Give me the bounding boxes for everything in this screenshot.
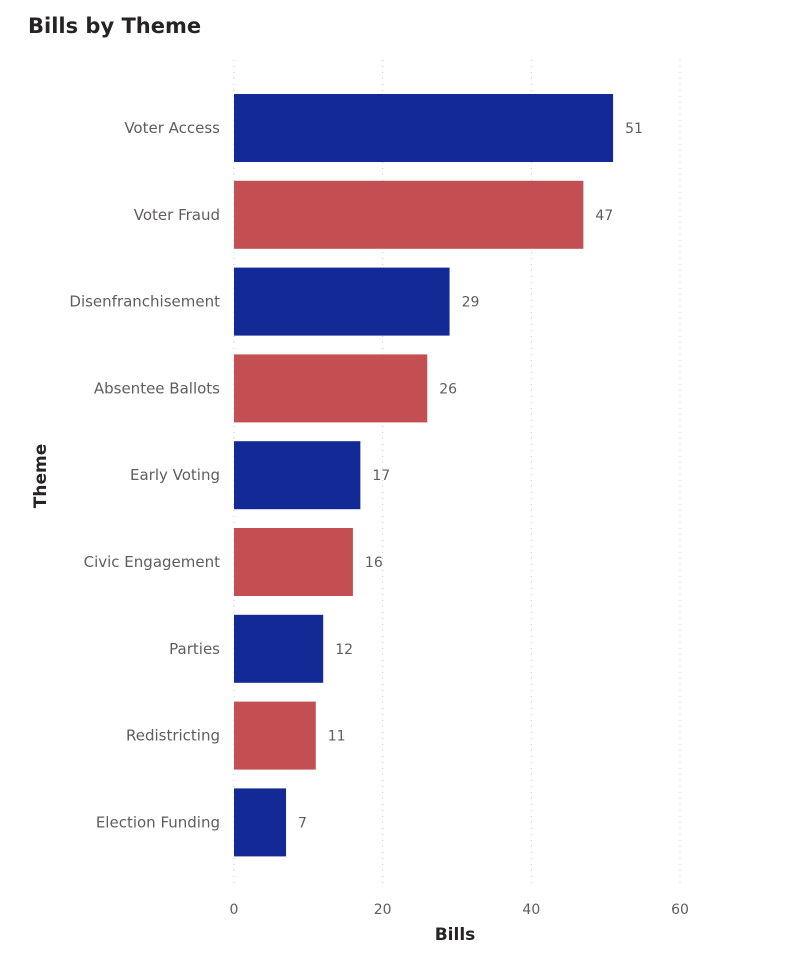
x-tick-label: 40 — [522, 902, 540, 918]
x-tick-label: 60 — [671, 902, 689, 918]
category-label: Absentee Ballots — [94, 379, 220, 397]
bar — [234, 267, 450, 336]
category-label: Civic Engagement — [84, 553, 220, 571]
category-label: Election Funding — [96, 813, 220, 831]
chart-title: Bills by Theme — [28, 14, 202, 38]
bar — [234, 528, 353, 596]
data-label: 29 — [462, 295, 480, 311]
category-label: Parties — [169, 640, 220, 658]
data-label: 12 — [335, 642, 353, 658]
category-label: Voter Fraud — [134, 206, 220, 224]
x-tick-label: 0 — [230, 902, 239, 918]
bar — [234, 788, 287, 857]
category-label: Disenfranchisement — [69, 293, 220, 311]
bar — [234, 180, 584, 249]
data-label: 16 — [365, 555, 383, 571]
labels: 0 20 40 60 Voter Access 51 Voter Fraud 47 Disenf… — [69, 119, 689, 918]
x-tick-label: 20 — [374, 902, 392, 918]
category-label: Early Voting — [130, 466, 220, 484]
bar — [234, 441, 361, 510]
bar — [234, 94, 614, 162]
bars — [234, 94, 614, 857]
data-label: 7 — [298, 815, 307, 831]
data-label: 17 — [372, 468, 390, 484]
bar — [234, 354, 428, 423]
data-label: 51 — [625, 121, 643, 137]
category-label: Redistricting — [126, 727, 220, 745]
x-axis-title: Bills — [435, 925, 476, 945]
bar — [234, 614, 324, 683]
data-label: 26 — [439, 381, 457, 397]
y-axis-title: Theme — [31, 444, 51, 508]
bar — [234, 701, 316, 770]
data-label: 47 — [595, 208, 613, 224]
category-label: Voter Access — [124, 119, 220, 137]
data-label: 11 — [328, 729, 346, 745]
